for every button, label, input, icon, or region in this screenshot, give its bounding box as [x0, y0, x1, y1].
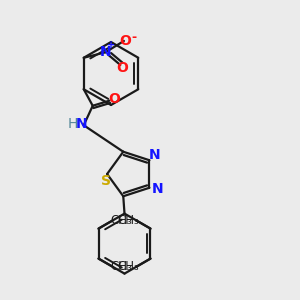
Text: -: - [131, 31, 136, 44]
Text: N: N [149, 148, 160, 162]
Text: N: N [152, 182, 164, 196]
Text: N: N [100, 45, 111, 59]
Text: H: H [67, 117, 77, 131]
Text: O: O [116, 61, 128, 75]
Text: O: O [109, 92, 121, 106]
Text: O: O [119, 34, 131, 48]
Text: CH₃: CH₃ [110, 214, 132, 227]
Text: CH₃: CH₃ [117, 214, 139, 227]
Text: CH₃: CH₃ [110, 260, 132, 273]
Text: +: + [107, 40, 116, 50]
Text: N: N [76, 117, 87, 131]
Text: S: S [100, 174, 111, 188]
Text: CH₃: CH₃ [117, 260, 139, 273]
